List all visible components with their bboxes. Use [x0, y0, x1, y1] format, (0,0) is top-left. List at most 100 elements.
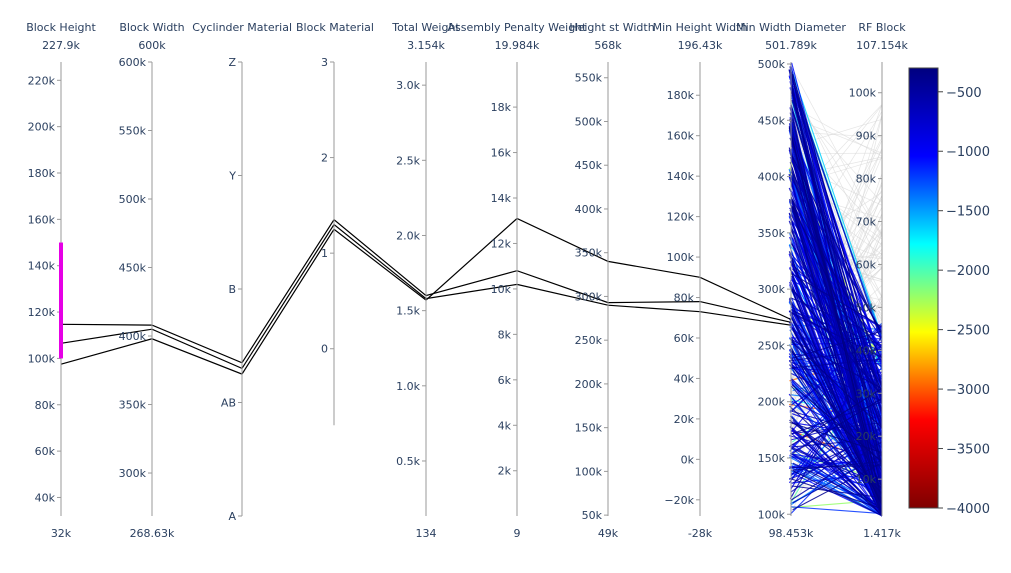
axis-min-label: 9 — [514, 527, 521, 540]
tick-label: 200k — [28, 121, 56, 134]
filtered-line — [790, 65, 883, 236]
data-line — [791, 137, 883, 501]
tick-label: −20k — [664, 494, 694, 507]
data-line — [789, 310, 883, 359]
tick-label: 450k — [119, 262, 147, 275]
tick-label: 1 — [321, 247, 328, 260]
data-line — [789, 415, 883, 517]
axis-max-label: 196.43k — [678, 39, 723, 52]
tick-label: 50k — [582, 509, 603, 522]
tick-label: 300k — [575, 290, 603, 303]
axis-title[interactable]: Block Height — [26, 21, 96, 34]
axis-block-material[interactable]: 0 1 2 3 Block Material — [296, 21, 374, 426]
data-line — [789, 162, 883, 439]
data-line — [790, 229, 883, 504]
data-line — [792, 206, 883, 516]
axis-rf-block[interactable]: 10k 20k 30k 40k 50k 60k 70k 80k 90k 100k RF Block 1… — [849, 21, 909, 540]
tick-label: 40k — [35, 491, 56, 504]
axis-block-height[interactable]: 40k 60k 80k 100k 120k 140k 160k 180k 200k 220k Blo… — [26, 21, 96, 540]
colorbar-gradient — [908, 67, 939, 509]
axis-max-label: 227.9k — [42, 39, 80, 52]
tick-label: 250k — [758, 339, 786, 352]
axis-title[interactable]: RF Block — [858, 21, 906, 34]
tick-label: 20k — [674, 413, 695, 426]
constraint-range[interactable] — [59, 242, 63, 359]
tick-label: 120k — [667, 211, 695, 224]
data-line — [789, 464, 883, 469]
axis-assembly-penalty-weight[interactable]: 2k 4k 6k 8k 10k 12k 14k 16k 18k Assembly Penalty … — [448, 21, 588, 540]
axis-total-weight[interactable]: 0.5k 1.0k 1.5k 2.0k 2.5k 3.0k Total Weight 3.15… — [391, 21, 460, 540]
axis-title[interactable]: Min Width Diameter — [736, 21, 846, 34]
tick-label: 150k — [575, 422, 603, 435]
axis-height-st-width[interactable]: 50k 100k 150k 200k 250k 300k 350k 400k 450k 500k 5… — [569, 21, 654, 540]
tick-label: 160k — [667, 130, 695, 143]
tick-label: 60k — [35, 445, 56, 458]
data-line — [789, 152, 883, 336]
tick-label: 550k — [119, 125, 147, 138]
axis-title[interactable]: Cyclinder Material — [192, 21, 292, 34]
tick-label: 2.0k — [396, 229, 420, 242]
tick-label: 90k — [856, 130, 877, 143]
data-line — [790, 447, 883, 488]
tick-label: 40k — [674, 372, 695, 385]
axis-title[interactable]: Block Material — [296, 21, 374, 34]
axis-title[interactable]: Assembly Penalty Weight — [448, 21, 588, 34]
tick-label: 300k — [758, 283, 786, 296]
tick-label: 120k — [28, 306, 56, 319]
tick-label: 20k — [856, 430, 877, 443]
tick-label: 400k — [758, 171, 786, 184]
tick-label: 1.5k — [396, 305, 420, 318]
tick-label: 100k — [28, 352, 56, 365]
axis-max-label: 568k — [594, 39, 622, 52]
tick-label: 100k — [758, 508, 786, 521]
axis-min-height-width[interactable]: −20k 0k 20k 40k 60k 80k 100k 120k 140k 160k 180k Mi… — [653, 21, 748, 540]
axis-title[interactable]: Height st Width — [569, 21, 654, 34]
tick-label: 10k — [491, 283, 512, 296]
data-line — [791, 288, 883, 516]
data-line — [790, 506, 883, 515]
data-line — [792, 267, 883, 399]
axis-max-label: 600k — [138, 39, 166, 52]
axis-cyclinder-material[interactable]: A AB B Y Z Cyclinder Material — [192, 21, 292, 523]
tick-label: 1.0k — [396, 380, 420, 393]
axis-max-label: 107.154k — [856, 39, 908, 52]
axes: 40k60k80k100k120k140k160k180k200k220kBlo… — [26, 21, 908, 540]
tick-label: 140k — [667, 170, 695, 183]
data-line — [791, 288, 883, 396]
axis-min-label: 268.63k — [130, 527, 175, 540]
colorbar: −500 −1000 −1500 −2000 −2500 −3000 −3500 −4000 — [908, 67, 990, 517]
tick-label: 80k — [35, 399, 56, 412]
tick-label: 70k — [856, 216, 877, 229]
tick-label: 60k — [674, 332, 695, 345]
tick-label: 300k — [119, 467, 147, 480]
data-line — [792, 462, 883, 511]
axis-title[interactable]: Total Weight — [391, 21, 460, 34]
tick-label: A — [228, 510, 236, 523]
axis-block-width[interactable]: 300k 350k 400k 450k 500k 550k 600k Block Width 6… — [119, 21, 185, 540]
tick-label: 0.5k — [396, 455, 420, 468]
tick-label: 2k — [498, 465, 512, 478]
colorbar-tick-label: −1500 — [946, 205, 990, 220]
tick-label: 3 — [321, 56, 328, 69]
tick-label: 18k — [491, 101, 512, 114]
data-line — [789, 477, 883, 510]
tick-label: Z — [228, 56, 236, 69]
colorbar-tick-label: −2500 — [946, 324, 990, 339]
tick-label: 350k — [575, 247, 603, 260]
tick-label: 10k — [856, 473, 877, 486]
tick-label: 150k — [758, 452, 786, 465]
axis-title[interactable]: Block Width — [119, 21, 184, 34]
axis-title[interactable]: Min Height Width — [653, 21, 748, 34]
tick-label: 500k — [758, 58, 786, 71]
tick-label: 80k — [674, 292, 695, 305]
tick-label: 200k — [758, 396, 786, 409]
colorbar-tick-label: −3500 — [946, 443, 990, 458]
axis-min-label: 49k — [598, 527, 619, 540]
axis-max-label: 501.789k — [765, 39, 817, 52]
data-line — [788, 251, 883, 493]
axis-min-width-diameter[interactable]: 100k 150k 200k 250k 300k 350k 400k 450k 500k Min … — [736, 21, 846, 540]
filtered-line — [790, 90, 883, 238]
tick-label: 400k — [119, 330, 147, 343]
tick-label: 8k — [498, 328, 512, 341]
